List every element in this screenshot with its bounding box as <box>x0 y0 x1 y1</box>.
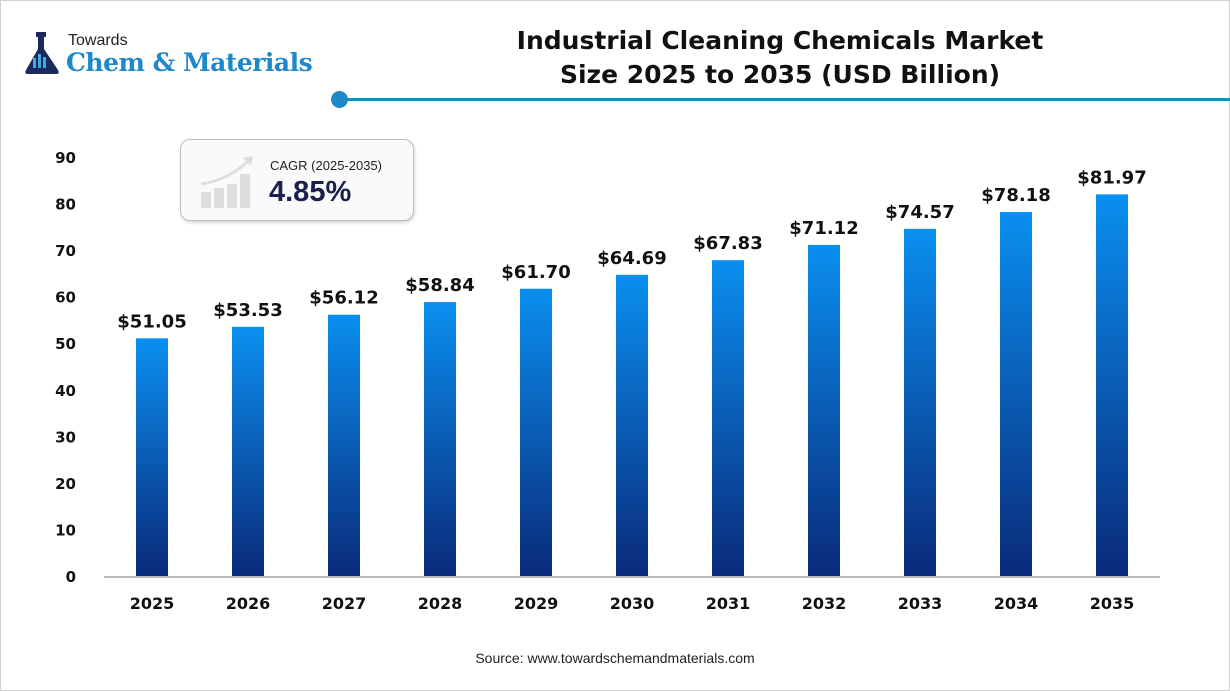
x-tick-label: 2026 <box>226 594 271 613</box>
x-tick-label: 2025 <box>130 594 175 613</box>
data-label: $58.84 <box>405 275 474 296</box>
bar-2028 <box>424 302 456 576</box>
data-label: $53.53 <box>213 300 282 321</box>
chart-title: Industrial Cleaning Chemicals Market Siz… <box>440 24 1120 92</box>
bar-2025 <box>136 338 168 576</box>
y-tick-label: 10 <box>55 521 76 539</box>
y-tick-label: 70 <box>55 242 76 260</box>
cagr-label: CAGR (2025-2035) <box>270 158 382 173</box>
bar-2026 <box>232 326 264 576</box>
y-tick-label: 30 <box>55 428 76 446</box>
bar-2033 <box>904 228 936 577</box>
x-tick-label: 2032 <box>802 594 847 613</box>
y-tick-label: 80 <box>55 196 76 214</box>
bar-2027 <box>328 314 360 576</box>
data-label: $56.12 <box>309 288 378 309</box>
title-line-1: Industrial Cleaning Chemicals Market <box>516 26 1044 55</box>
y-tick-label: 40 <box>55 382 76 400</box>
y-tick-label: 50 <box>55 335 76 353</box>
cagr-value: 4.85% <box>269 176 352 208</box>
data-label: $51.05 <box>117 311 186 332</box>
data-label: $64.69 <box>597 248 666 269</box>
data-label: $78.18 <box>981 185 1050 206</box>
bar-2029 <box>520 288 552 576</box>
cagr-box: CAGR (2025-2035) 4.85% <box>180 139 414 221</box>
data-label: $67.83 <box>693 233 762 254</box>
data-label: $81.97 <box>1077 167 1146 188</box>
bar-2031 <box>712 260 744 576</box>
bar-2034 <box>1000 212 1032 576</box>
growth-chart-icon <box>200 156 253 208</box>
bar-2032 <box>808 244 840 576</box>
data-label: $71.12 <box>789 218 858 239</box>
x-tick-label: 2033 <box>898 594 943 613</box>
y-tick-label: 20 <box>55 475 76 493</box>
x-tick-label: 2028 <box>418 594 463 613</box>
data-label: $74.57 <box>885 202 954 223</box>
source-note: Source: www.towardschemandmaterials.com <box>475 650 755 666</box>
x-tick-label: 2030 <box>610 594 655 613</box>
x-tick-label: 2035 <box>1090 594 1135 613</box>
x-tick-label: 2027 <box>322 594 367 613</box>
x-tick-label: 2031 <box>706 594 751 613</box>
y-tick-label: 90 <box>55 149 76 167</box>
logo-brand: Chem & Materials <box>66 48 313 77</box>
y-tick-label: 0 <box>66 568 76 586</box>
x-tick-label: 2034 <box>994 594 1039 613</box>
flask-icon <box>25 32 59 74</box>
data-label: $61.70 <box>501 262 570 283</box>
bar-2030 <box>616 274 648 576</box>
logo-towards: Towards <box>68 32 128 49</box>
title-line-2: Size 2025 to 2035 (USD Billion) <box>559 60 1001 89</box>
y-tick-label: 60 <box>55 289 76 307</box>
x-tick-label: 2029 <box>514 594 559 613</box>
title-rule-dot <box>331 91 348 108</box>
title-rule <box>340 98 1230 101</box>
bar-2035 <box>1096 194 1128 577</box>
